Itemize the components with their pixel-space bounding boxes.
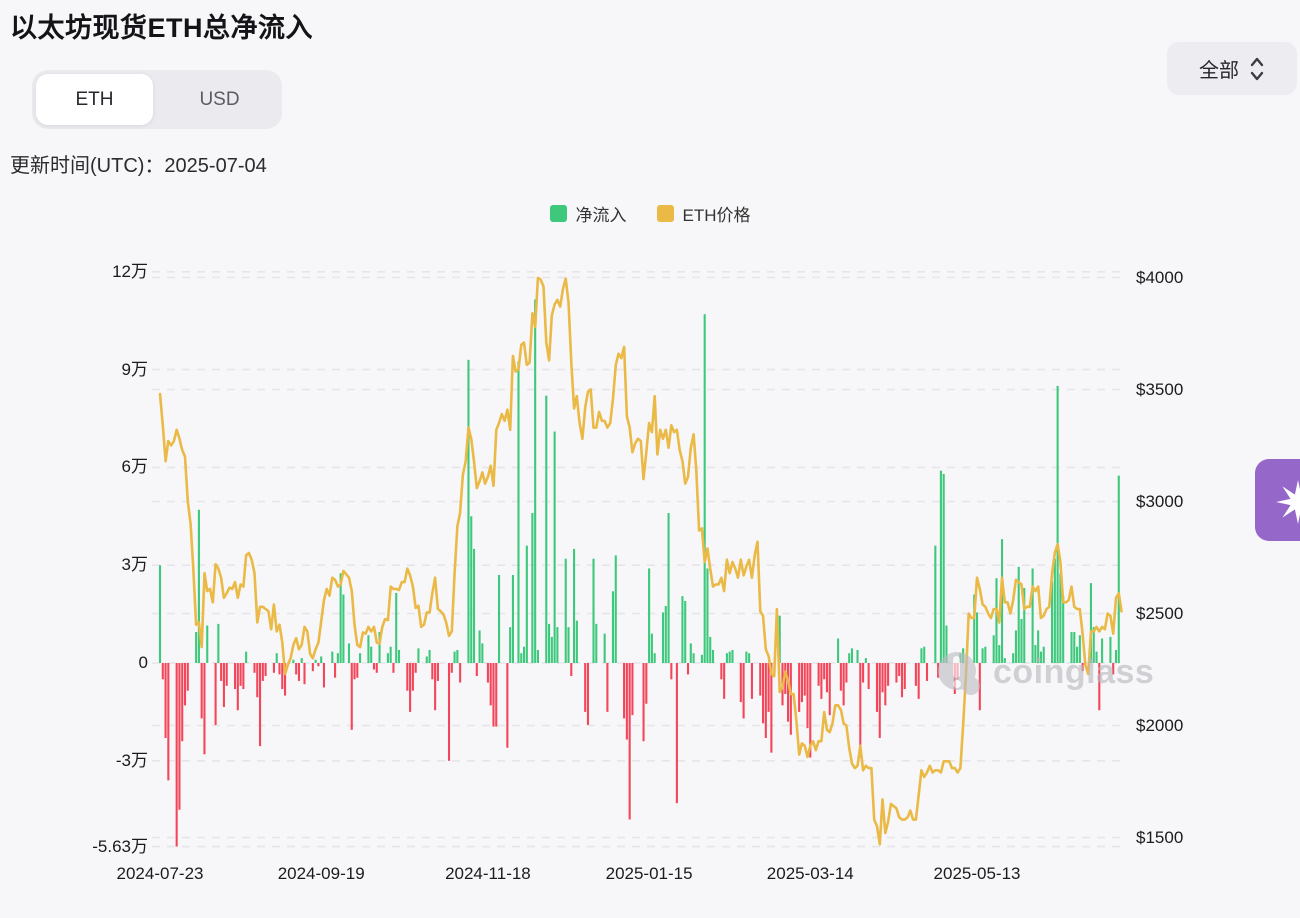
unit-toggle-usd[interactable]: USD	[161, 74, 278, 125]
y-axis-right-label: $2500	[1136, 603, 1184, 623]
y-axis-right-label: $2000	[1136, 715, 1184, 735]
netflow-legend-label: 净流入	[575, 206, 627, 225]
time-range-value: 全部	[1199, 60, 1239, 82]
legend-item-price[interactable]: ETH价格	[656, 201, 751, 226]
price-legend-swatch	[656, 205, 674, 222]
netflow-legend-swatch	[549, 205, 567, 222]
y-axis-left-label: 9万	[121, 359, 148, 379]
y-axis-left-label: -3万	[115, 750, 148, 770]
x-axis-date-label: 2025-03-14	[766, 864, 854, 883]
y-axis-right-label: $3500	[1136, 379, 1184, 399]
unit-toggle-eth[interactable]: ETH	[36, 74, 153, 125]
assistant-fab[interactable]	[1255, 459, 1300, 541]
page-title: 以太坊现货ETH总净流入	[10, 13, 313, 43]
select-chevrons-icon	[1249, 56, 1265, 82]
y-axis-left-label: 6万	[121, 457, 148, 477]
legend-item-netflow[interactable]: 净流入	[549, 201, 627, 226]
x-axis-date-label: 2024-07-23	[116, 864, 204, 883]
y-axis-right-label: $1500	[1136, 827, 1184, 847]
y-axis-left-label: 0	[138, 653, 148, 672]
y-axis-right-label: $3000	[1136, 491, 1184, 511]
y-axis-right-label: $4000	[1136, 267, 1184, 287]
sparkle-icon	[1273, 477, 1300, 532]
chart-legend: 净流入 ETH价格	[0, 201, 1300, 226]
time-range-select[interactable]: 全部	[1167, 42, 1297, 95]
x-axis-date-label: 2024-11-18	[445, 864, 531, 883]
price-legend-label: ETH价格	[682, 206, 751, 225]
y-axis-left-label: 12万	[112, 261, 148, 281]
x-axis-date-label: 2024-09-19	[277, 864, 365, 883]
y-axis-left-label: -5.63万	[92, 836, 148, 856]
y-axis-left-label: 3万	[121, 555, 148, 575]
unit-toggle: ETH USD	[32, 70, 282, 129]
x-axis-date-label: 2025-05-13	[933, 864, 1021, 883]
x-axis-date-label: 2025-01-15	[605, 864, 693, 883]
update-time: 更新时间(UTC)：2025-07-04	[10, 155, 267, 177]
